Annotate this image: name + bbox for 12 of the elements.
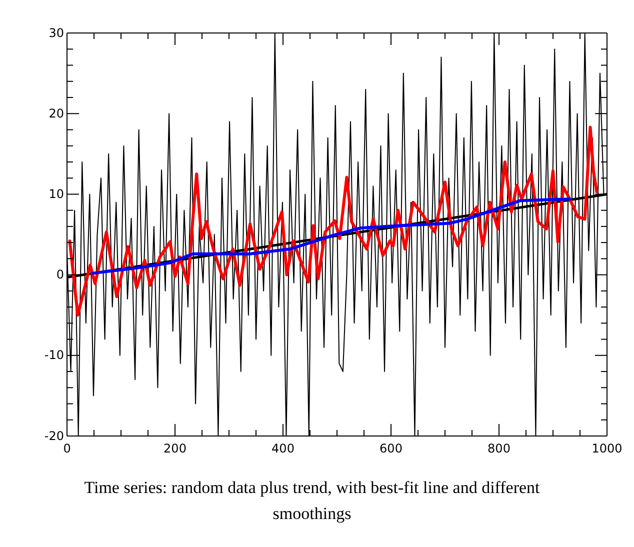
text: Time series: random data plus trend, with best-fit line and different smoothings <box>83 477 541 525</box>
y-tick-label: 0 <box>56 268 64 282</box>
y-tick-label: 20 <box>48 106 64 120</box>
y-tick-label: -10 <box>44 348 64 362</box>
y-tick-label: 10 <box>48 187 64 202</box>
y-tick-label: 30 <box>48 26 64 40</box>
x-tick-label: 200 <box>164 442 186 456</box>
x-tick-label: 600 <box>380 442 402 456</box>
x-tick-label: 400 <box>272 442 294 456</box>
x-tick-label: 800 <box>488 442 510 456</box>
y-tick-label: -20 <box>44 428 64 443</box>
x-tick-label: 1000 <box>592 442 622 456</box>
